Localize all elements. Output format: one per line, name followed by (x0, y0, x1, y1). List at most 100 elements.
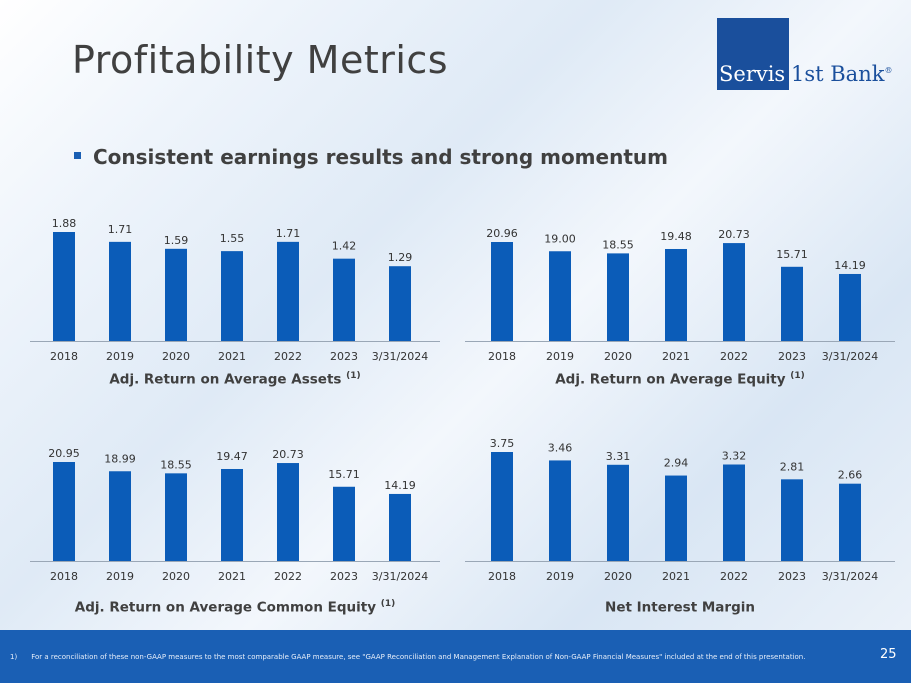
bar-2020 (165, 248, 187, 341)
bar-2019 (549, 460, 571, 561)
data-label: 18.55 (602, 238, 634, 251)
x-tick-label: 2020 (604, 350, 632, 363)
bar-2018 (53, 232, 75, 341)
bar-2022 (723, 243, 745, 341)
chart-return-on-average-equity: 20.96 2018 19.00 2019 18.55 2020 19.48 2021 20.7… (465, 205, 895, 400)
data-label: 2.66 (838, 469, 863, 482)
data-label: 15.71 (776, 248, 808, 261)
x-tick-label: 2019 (546, 350, 574, 363)
x-tick-label: 2021 (218, 570, 246, 583)
data-label: 3.31 (606, 450, 631, 463)
data-label: 1.29 (388, 251, 413, 264)
logo-registered-mark: ® (884, 66, 893, 75)
x-tick-label: 2022 (720, 570, 748, 583)
bar-2020 (607, 464, 629, 561)
x-tick-label: 2020 (604, 570, 632, 583)
bar-2020 (165, 473, 187, 561)
x-tick-label: 2018 (50, 570, 78, 583)
data-label: 19.47 (216, 450, 248, 463)
data-label: 3.75 (490, 437, 515, 450)
data-label: 19.00 (544, 232, 576, 245)
data-label: 14.19 (384, 479, 416, 492)
chart-title-nim: Net Interest Margin (605, 599, 755, 616)
bar-3-31-2024 (839, 273, 861, 341)
data-label: 15.71 (328, 468, 360, 481)
data-label: 20.95 (48, 447, 80, 460)
bar-2022 (277, 463, 299, 561)
bar-2019 (109, 241, 131, 341)
data-label: 2.94 (664, 457, 689, 470)
chart-plot-roae: 20.96 2018 19.00 2019 18.55 2020 19.48 2021 20.7… (465, 227, 895, 363)
data-label: 3.32 (722, 449, 747, 462)
footnote: 1) For a reconciliation of these non-GAAP… (10, 653, 806, 661)
x-tick-label: 2023 (778, 570, 806, 583)
x-tick-label: 2022 (720, 350, 748, 363)
x-tick-label: 2018 (488, 570, 516, 583)
chart-plot-roace: 20.95 2018 18.99 2019 18.55 2020 19.47 2021 20.7… (30, 447, 440, 583)
data-label: 18.99 (104, 452, 136, 465)
data-label: 1.71 (276, 227, 301, 240)
bar-2019 (109, 471, 131, 561)
x-tick-label: 2022 (274, 570, 302, 583)
x-tick-label: 3/31/2024 (822, 350, 878, 363)
logo-box (717, 18, 789, 90)
x-tick-label: 2023 (330, 570, 358, 583)
x-tick-label: 3/31/2024 (372, 350, 428, 363)
data-label: 20.73 (272, 448, 304, 461)
bar-2022 (277, 241, 299, 341)
x-tick-label: 2022 (274, 350, 302, 363)
bar-2023 (333, 486, 355, 561)
bar-2023 (781, 479, 803, 561)
key-message-text: Consistent earnings results and strong m… (93, 145, 668, 169)
key-message: Consistent earnings results and strong m… (74, 145, 668, 169)
data-label: 1.71 (108, 223, 133, 236)
x-tick-label: 2021 (662, 570, 690, 583)
chart-title-roae: Adj. Return on Average Equity (1) (555, 371, 805, 388)
slide-title: Profitability Metrics (72, 38, 449, 82)
data-label: 19.48 (660, 230, 692, 243)
chart-plot-nim: 3.75 2018 3.46 2019 3.31 2020 2.94 2021 3.32 2022… (465, 437, 895, 583)
x-tick-label: 2018 (488, 350, 516, 363)
x-tick-label: 3/31/2024 (822, 570, 878, 583)
x-tick-label: 3/31/2024 (372, 570, 428, 583)
page-number: 25 (880, 647, 897, 662)
x-tick-label: 2023 (330, 350, 358, 363)
bullet-square-icon (74, 152, 81, 159)
bar-2020 (607, 253, 629, 341)
bar-2021 (221, 468, 243, 561)
bar-3-31-2024 (389, 266, 411, 341)
data-label: 1.88 (52, 217, 77, 230)
x-tick-label: 2018 (50, 350, 78, 363)
x-tick-label: 2023 (778, 350, 806, 363)
data-label: 1.42 (332, 240, 357, 253)
x-tick-label: 2021 (662, 350, 690, 363)
data-label: 14.19 (834, 259, 866, 272)
data-label: 1.55 (220, 232, 245, 245)
x-tick-label: 2019 (106, 350, 134, 363)
bar-2019 (549, 251, 571, 341)
bar-2018 (491, 452, 513, 561)
bar-2023 (781, 266, 803, 341)
chart-return-on-average-assets: 1.88 2018 1.71 2019 1.59 2020 1.55 2021 1.71 2022… (30, 205, 440, 400)
chart-plot-roaa: 1.88 2018 1.71 2019 1.59 2020 1.55 2021 1.71 2022… (30, 217, 440, 363)
data-label: 3.46 (548, 441, 573, 454)
chart-return-on-average-common-equity: 20.95 2018 18.99 2019 18.55 2020 19.47 2021 20.7… (30, 425, 440, 625)
bar-2022 (723, 464, 745, 561)
data-label: 20.73 (718, 228, 750, 241)
x-tick-label: 2020 (162, 570, 190, 583)
data-label: 18.55 (160, 458, 192, 471)
chart-net-interest-margin: 3.75 2018 3.46 2019 3.31 2020 2.94 2021 3.32 2022… (465, 425, 895, 625)
x-tick-label: 2021 (218, 350, 246, 363)
footer-bar: 1) For a reconciliation of these non-GAAP… (0, 630, 911, 683)
logo-word-bank: 1st Bank® (791, 62, 893, 86)
bar-3-31-2024 (839, 483, 861, 561)
data-label: 20.96 (486, 227, 518, 240)
data-label: 1.59 (164, 234, 189, 247)
chart-title-roace: Adj. Return on Average Common Equity (1) (74, 599, 396, 616)
x-tick-label: 2020 (162, 350, 190, 363)
bar-3-31-2024 (389, 493, 411, 561)
bar-2021 (665, 248, 687, 341)
bar-2023 (333, 258, 355, 341)
chart-title-roaa: Adj. Return on Average Assets (1) (109, 371, 361, 388)
bar-2021 (221, 251, 243, 341)
